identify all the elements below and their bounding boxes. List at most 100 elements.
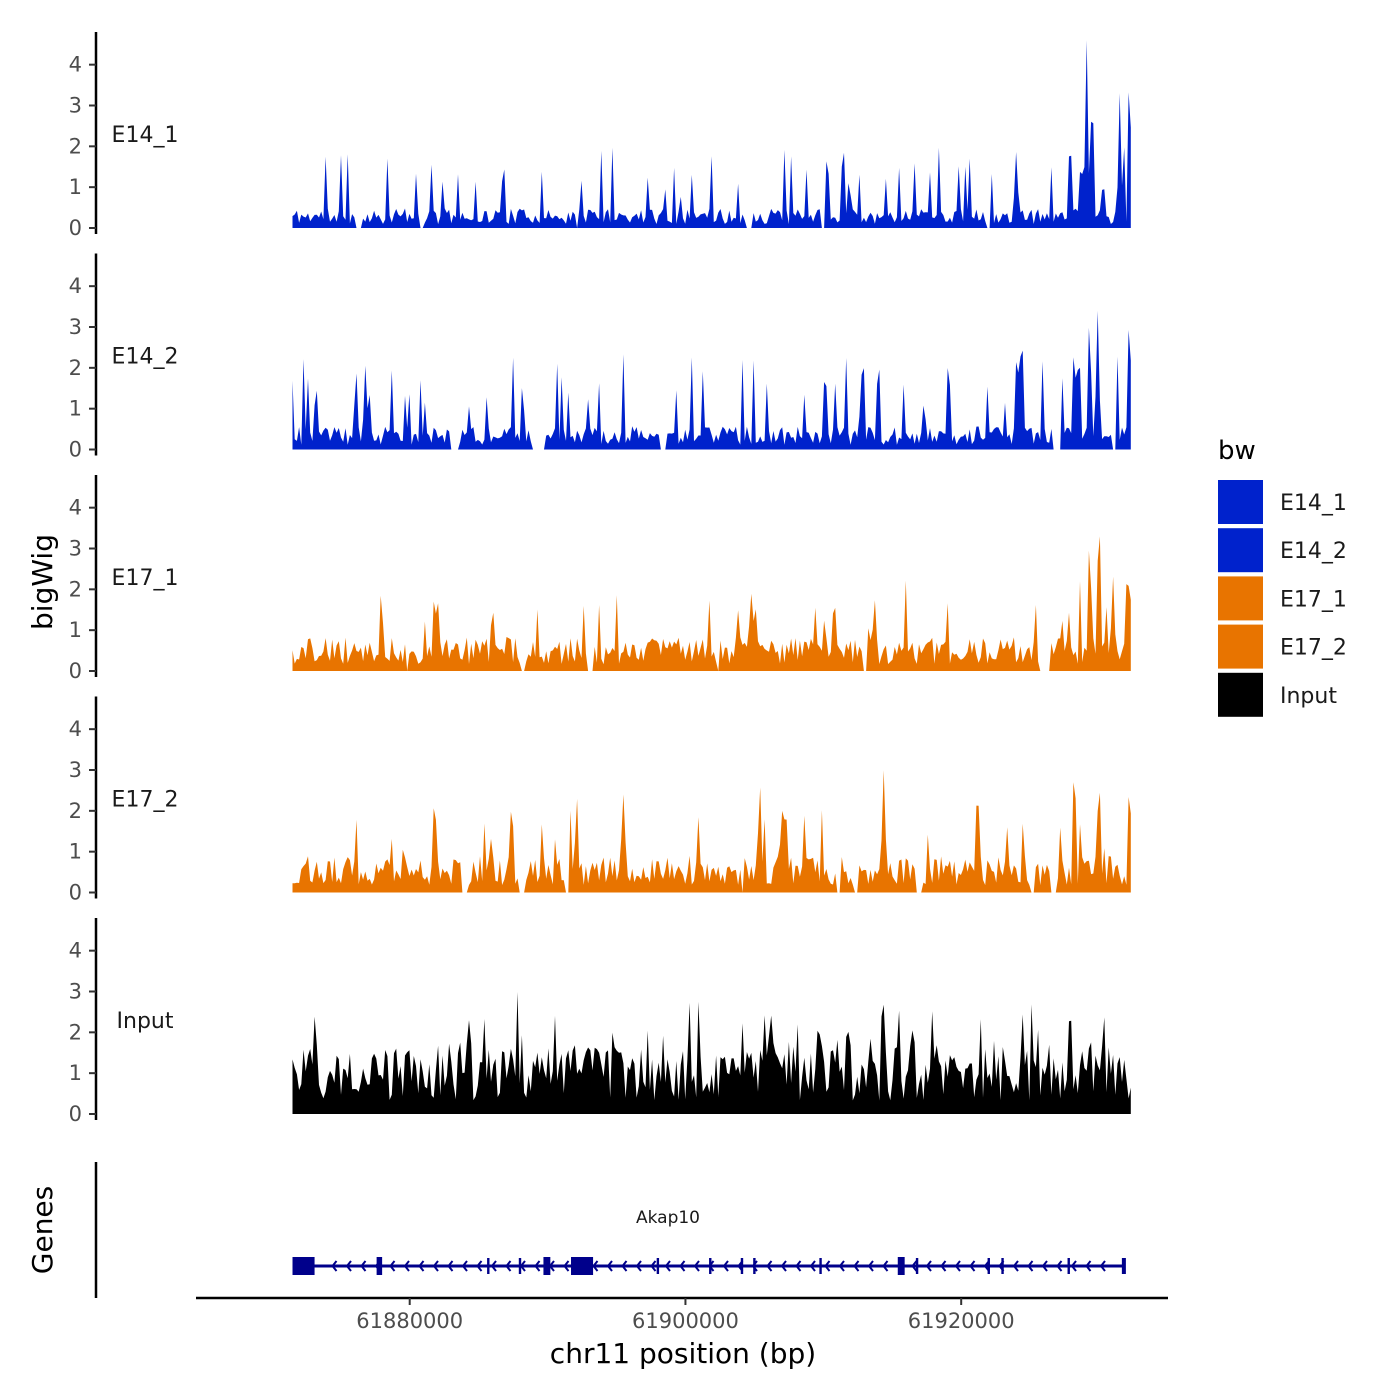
gene-exon-small <box>487 1258 490 1274</box>
strand-arrow <box>1070 1260 1077 1272</box>
gene-exon-small <box>987 1258 990 1274</box>
strand-arrow <box>345 1260 352 1272</box>
strand-arrow <box>1012 1260 1019 1272</box>
strand-arrow <box>882 1260 889 1272</box>
y-tick-label: 0 <box>69 438 82 462</box>
gene-exon-small <box>518 1258 522 1274</box>
strand-arrow <box>592 1260 599 1272</box>
y-tick-label: 3 <box>69 758 82 782</box>
strand-arrow <box>824 1260 831 1272</box>
x-tick-label: 61920000 <box>908 1309 1015 1333</box>
signal-tracks: 0 1 2 3 4 E14_1 0 1 2 3 4 E14_2 0 1 2 3 4 E17_1 0 1 2 3 4 E17_2… <box>69 32 1131 1126</box>
x-axis: 61880000 61900000 61920000 <box>196 1296 1168 1333</box>
y-tick-label: 4 <box>69 939 82 963</box>
y-tick-label: 4 <box>69 717 82 741</box>
gene-exon <box>571 1257 594 1275</box>
strand-arrow <box>679 1260 686 1272</box>
y-tick-label: 1 <box>69 1061 82 1085</box>
legend-swatch-E14_2 <box>1218 528 1263 573</box>
legend-label-E14_2: E14_2 <box>1280 539 1347 564</box>
strand-arrow <box>1041 1260 1048 1272</box>
y-tick-label: 0 <box>69 659 82 683</box>
y-tick-label: 2 <box>69 577 82 601</box>
legend-swatch-Input <box>1218 672 1263 717</box>
y-tick-label: 1 <box>69 397 82 421</box>
strand-arrow <box>360 1260 367 1272</box>
strand-arrow <box>505 1260 512 1272</box>
gene-exon <box>292 1257 315 1275</box>
strand-arrow <box>780 1260 787 1272</box>
strand-arrow <box>606 1260 613 1272</box>
legend-label-E14_1: E14_1 <box>1280 491 1347 516</box>
y-tick-label: 3 <box>69 537 82 561</box>
strand-arrow <box>911 1260 918 1272</box>
strand-arrow <box>635 1260 642 1272</box>
gene-exon-small <box>915 1258 919 1274</box>
gene-name-label: Akap10 <box>636 1208 700 1228</box>
gene-exon-small <box>709 1258 712 1274</box>
gene-exon-small <box>819 1258 822 1274</box>
strand-arrow <box>650 1260 657 1272</box>
y-tick-label: 4 <box>69 53 82 77</box>
track-label: Input <box>117 1009 174 1034</box>
y-tick-label: 3 <box>69 94 82 118</box>
strand-arrow <box>940 1260 947 1272</box>
track-E14_1: 0 1 2 3 4 E14_1 <box>69 32 1131 240</box>
strand-arrow <box>751 1260 758 1272</box>
strand-arrow <box>418 1260 425 1272</box>
gene-exon <box>897 1257 905 1275</box>
strand-arrow <box>1027 1260 1034 1272</box>
gene-exon <box>543 1257 551 1275</box>
x-axis-title: chr11 position (bp) <box>550 1337 816 1370</box>
y-tick-label: 0 <box>69 881 82 905</box>
y-tick-label: 4 <box>69 274 82 298</box>
y-tick-label: 0 <box>69 216 82 240</box>
y-tick-label: 1 <box>69 175 82 199</box>
y-tick-label: 2 <box>69 799 82 823</box>
strand-arrow <box>809 1260 816 1272</box>
strand-arrow <box>447 1260 454 1272</box>
legend-swatch-E14_1 <box>1218 480 1263 524</box>
strand-arrow <box>766 1260 773 1272</box>
y-tick-label: 2 <box>69 134 82 158</box>
legend-swatch-E17_2 <box>1218 624 1263 669</box>
legend-label-Input: Input <box>1280 684 1337 709</box>
y-tick-label: 2 <box>69 1020 82 1044</box>
strand-arrow <box>534 1260 541 1272</box>
track-E14_2: 0 1 2 3 4 E14_2 <box>69 253 1131 462</box>
signal-area-E17_2 <box>292 770 1131 893</box>
strand-arrow <box>1099 1260 1106 1272</box>
gene-track: Akap10 <box>292 1208 1126 1275</box>
legend: bw E14_1 E14_2 E17_1 E17_2 Input <box>1218 436 1347 717</box>
signal-area-E14_2 <box>292 310 1131 450</box>
track-label: E14_2 <box>112 345 179 370</box>
legend-title: bw <box>1218 436 1256 466</box>
track-label: E14_1 <box>112 123 179 148</box>
strand-arrow <box>722 1260 729 1272</box>
track-E17_2: 0 1 2 3 4 E17_2 <box>69 696 1131 905</box>
strand-arrow <box>621 1260 628 1272</box>
strand-arrow <box>490 1260 497 1272</box>
y-axis-title: bigWig <box>26 534 59 630</box>
strand-arrow <box>867 1260 874 1272</box>
strand-arrow <box>476 1260 483 1272</box>
gene-exon-small <box>1001 1258 1004 1274</box>
track-label: E17_1 <box>112 566 179 591</box>
strand-arrow <box>664 1260 671 1272</box>
y-tick-label: 2 <box>69 356 82 380</box>
track-E17_1: 0 1 2 3 4 E17_1 <box>69 475 1131 683</box>
signal-area-Input <box>292 992 1131 1114</box>
gene-exon-small <box>1067 1258 1070 1274</box>
strand-arrow <box>461 1260 468 1272</box>
strand-arrow <box>954 1260 961 1272</box>
track-label: E17_2 <box>112 788 179 813</box>
x-tick-label: 61900000 <box>632 1309 739 1333</box>
y-tick-label: 1 <box>69 840 82 864</box>
strand-arrow <box>331 1260 338 1272</box>
strand-arrow <box>969 1260 976 1272</box>
gene-exon-small <box>740 1258 744 1274</box>
y-tick-label: 0 <box>69 1102 82 1126</box>
gene-exon <box>376 1257 383 1275</box>
strand-arrow <box>925 1260 932 1272</box>
